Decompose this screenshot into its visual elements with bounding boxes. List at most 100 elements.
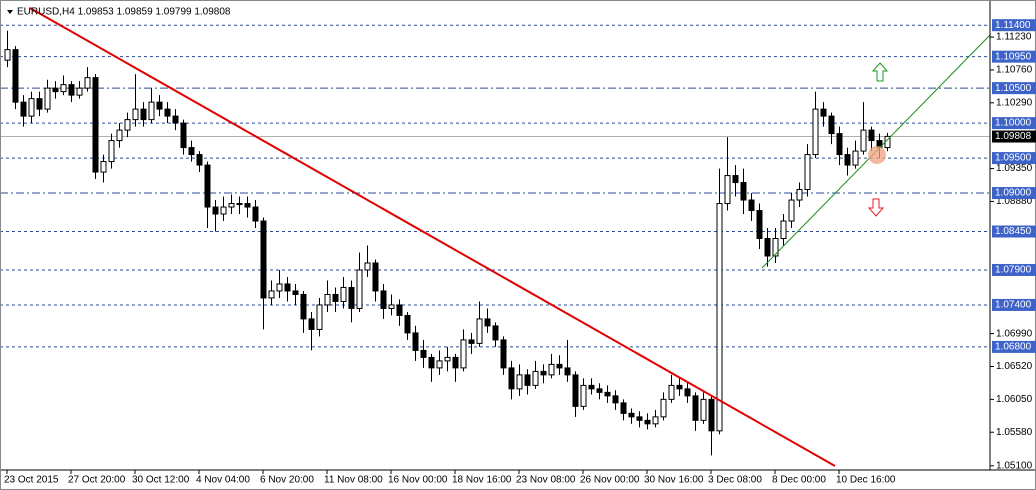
candle-body	[820, 108, 827, 117]
level-label: 1.08450	[995, 226, 1032, 237]
x-tick-label: 23 Nov 08:00	[516, 475, 576, 486]
candle-body	[580, 384, 587, 407]
level-label: 1.09500	[995, 153, 1032, 164]
x-tick-label: 8 Dec 00:00	[772, 475, 826, 486]
candle-body	[180, 122, 187, 149]
level-label-bg	[992, 117, 1036, 130]
highlight	[868, 146, 886, 164]
candle-body	[780, 220, 787, 240]
level-label: 1.10950	[995, 51, 1032, 62]
candle-body	[316, 304, 323, 330]
x-tick-label: 10 Dec 16:00	[836, 475, 896, 486]
y-tick-label: 1.11230	[996, 32, 1032, 43]
candle-body	[196, 154, 203, 166]
chart-title: EURUSD,H4 1.09853 1.09859 1.09799 1.0980…	[17, 7, 231, 18]
candle-body	[796, 189, 803, 201]
candle-body	[652, 416, 659, 425]
candle-body	[348, 286, 355, 309]
candle-body	[604, 391, 611, 397]
x-tick-label: 18 Nov 16:00	[452, 475, 512, 486]
candle-body	[484, 318, 491, 327]
axes: 1.11230 1.10760 1.10290 1.09350 1.08880 1.069…	[4, 19, 1036, 486]
candle-body	[500, 339, 507, 369]
candle-body	[764, 238, 771, 257]
candle-body	[732, 175, 739, 184]
candle-body	[748, 199, 755, 212]
candle-body	[676, 384, 683, 390]
candle-body	[444, 356, 451, 362]
candle-body	[12, 49, 19, 103]
candle-body	[380, 290, 387, 309]
candle-body	[260, 220, 267, 299]
candle-body	[100, 161, 107, 173]
y-tick-label: 1.05100	[996, 460, 1033, 471]
y-tick-label: 1.08880	[996, 196, 1033, 207]
candle-body	[540, 370, 547, 376]
x-tick-label: 16 Nov 00:00	[388, 475, 448, 486]
candle-body	[660, 398, 667, 418]
candle-body	[44, 87, 51, 110]
candle-body	[332, 293, 339, 302]
candle-body	[52, 87, 59, 93]
candle-body	[476, 318, 483, 344]
y-tick-label: 1.10290	[996, 97, 1033, 108]
candle-body	[124, 119, 131, 131]
candle-body	[4, 49, 11, 61]
level-label-bg	[992, 298, 1036, 311]
candle-body	[668, 384, 675, 400]
candle-body	[172, 115, 179, 124]
candle-body	[452, 356, 459, 369]
candle-body	[60, 84, 67, 93]
candle-body	[396, 304, 403, 316]
candle-body	[300, 293, 307, 320]
candle-body	[572, 374, 579, 407]
candle-body	[228, 203, 235, 208]
candle-body	[156, 101, 163, 110]
level-label-bg	[992, 225, 1036, 238]
candle-body	[372, 262, 379, 292]
y-tick-label: 1.10760	[996, 65, 1033, 76]
candle-body	[532, 370, 539, 386]
candle-body	[436, 360, 443, 369]
candle-body	[276, 283, 283, 292]
candle-body	[868, 129, 875, 142]
down-arrow	[867, 198, 885, 217]
candle-body	[700, 398, 707, 421]
level-label: 1.09000	[995, 188, 1032, 199]
x-tick-label: 3 Dec 08:00	[708, 475, 762, 486]
candle-body	[612, 395, 619, 404]
candle-body	[132, 108, 139, 121]
candle-body	[356, 269, 363, 309]
candle-body	[492, 325, 499, 341]
x-tick-label: 6 Nov 20:00	[260, 475, 314, 486]
y-tick-label: 1.09350	[996, 163, 1033, 174]
candle-body	[244, 203, 251, 208]
candle-body	[588, 384, 595, 390]
candle-body	[284, 283, 291, 292]
up-arrow	[871, 62, 889, 82]
candle-body	[716, 203, 723, 432]
candle-body	[620, 402, 627, 414]
candle-body	[788, 199, 795, 222]
y-tick-label: 1.06050	[996, 394, 1033, 405]
candle-body	[76, 87, 83, 96]
menu-arrow	[7, 10, 13, 14]
x-tick-label: 30 Nov 16:00	[644, 475, 704, 486]
candle-body	[324, 293, 331, 306]
y-tick-label: 1.05580	[996, 427, 1033, 438]
candle-body	[772, 238, 779, 257]
x-tick-label: 11 Nov 08:00	[324, 475, 383, 486]
candle-body	[116, 129, 123, 142]
candle-body	[860, 129, 867, 152]
candle-body	[724, 175, 731, 205]
candle-body	[804, 154, 811, 191]
candle-body	[148, 101, 155, 121]
candle-body	[220, 206, 227, 215]
candle-body	[508, 367, 515, 390]
candle-body	[188, 147, 195, 156]
candle-body	[420, 349, 427, 358]
level-label: 1.10000	[995, 118, 1032, 129]
candle-body	[20, 101, 27, 117]
